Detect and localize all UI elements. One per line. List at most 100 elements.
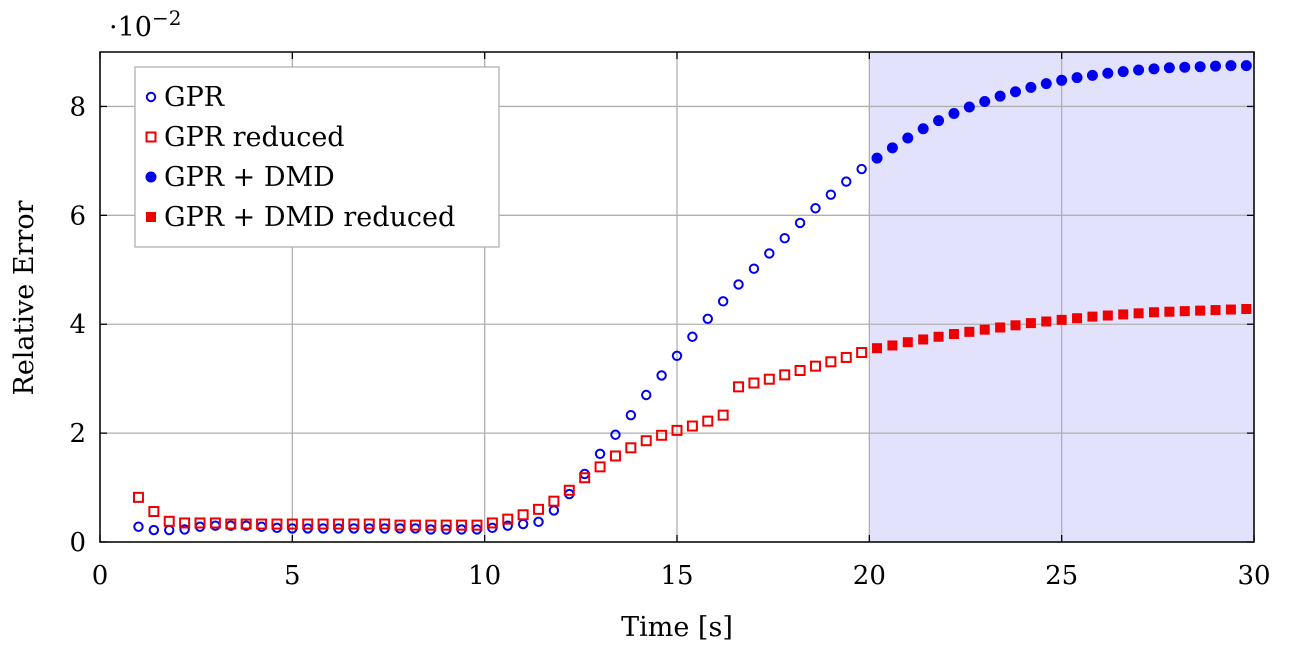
data-point-gpr-dmd-reduced	[1210, 305, 1221, 316]
data-point-gpr-reduced	[256, 518, 268, 530]
data-point-gpr-reduced	[825, 356, 837, 368]
x-tick-label: 25	[1045, 561, 1078, 591]
data-point-gpr-reduced	[332, 518, 344, 530]
data-point-gpr-dmd-reduced	[1164, 306, 1175, 317]
data-point-gpr-dmd-reduced	[918, 334, 929, 345]
data-point-gpr-reduced	[733, 381, 745, 393]
data-point-gpr-dmd-reduced	[1179, 306, 1190, 317]
x-tick-label: 0	[92, 561, 109, 591]
data-point-gpr-reduced	[148, 506, 160, 518]
y-tick-label: 8	[69, 92, 86, 122]
data-point-gpr-reduced	[609, 450, 621, 462]
data-point-gpr-reduced	[840, 351, 852, 363]
data-point-gpr-dmd	[1102, 67, 1114, 79]
y-axis-title: Relative Error	[9, 200, 40, 395]
data-point-gpr	[825, 189, 837, 200]
data-point-gpr-dmd-reduced	[1225, 304, 1236, 315]
series-gpr-dmd	[871, 60, 1252, 164]
data-point-gpr	[841, 176, 852, 187]
legend: GPR GPR reduced GPR + DMD GPR + DMD reduced	[134, 66, 500, 248]
y-tick-label: 4	[69, 310, 86, 340]
y-tick-label: 0	[69, 528, 86, 558]
data-point-gpr-reduced	[579, 472, 591, 484]
series-gpr-reduced	[132, 347, 868, 531]
data-point-gpr-reduced	[671, 424, 683, 436]
data-point-gpr	[717, 296, 729, 307]
data-point-gpr-dmd	[1179, 61, 1191, 73]
data-point-gpr-dmd-reduced	[887, 340, 898, 351]
data-point-gpr	[164, 524, 175, 536]
legend-marker-gpr-reduced	[145, 131, 157, 143]
data-point-gpr-dmd	[933, 115, 945, 127]
data-point-gpr-dmd-reduced	[872, 343, 883, 354]
x-axis-title: Time [s]	[621, 612, 733, 643]
data-point-gpr	[133, 521, 144, 532]
data-point-gpr-reduced	[271, 518, 283, 530]
data-point-gpr	[210, 520, 221, 531]
legend-item-gpr-dmd-reduced: GPR + DMD reduced	[146, 202, 455, 233]
x-tick-labels: 0 5 10 15 20 25 30	[92, 561, 1271, 591]
data-point-gpr-reduced	[702, 415, 714, 427]
data-point-gpr-reduced	[379, 518, 391, 530]
legend-item-gpr: GPR	[145, 82, 225, 113]
y-tick-label: 2	[69, 419, 86, 449]
data-point-gpr-dmd	[917, 123, 929, 135]
data-point-gpr-dmd	[1163, 62, 1175, 74]
data-point-gpr-dmd	[886, 142, 898, 154]
legend-label: GPR reduced	[164, 122, 345, 153]
data-point-gpr-dmd-reduced	[1118, 309, 1129, 320]
data-point-gpr-reduced	[717, 409, 729, 421]
data-point-gpr-reduced	[779, 369, 791, 381]
data-point-gpr-reduced	[456, 519, 468, 531]
data-point-gpr	[625, 409, 637, 421]
legend-marker-gpr-dmd-reduced	[146, 212, 156, 222]
data-point-gpr	[702, 313, 713, 324]
data-point-gpr	[594, 448, 606, 459]
series-gpr-dmd-reduced	[872, 303, 1252, 354]
data-point-gpr	[656, 370, 667, 381]
data-point-gpr-dmd-reduced	[1087, 311, 1098, 322]
legend-item-gpr-reduced: GPR reduced	[145, 122, 345, 153]
data-point-gpr-dmd	[1010, 86, 1022, 98]
data-point-gpr-dmd-reduced	[933, 331, 944, 342]
data-point-gpr	[641, 389, 652, 401]
data-point-gpr-reduced	[132, 491, 144, 503]
data-point-gpr	[856, 163, 867, 175]
plot-frame	[99, 51, 1255, 543]
data-point-gpr-dmd-reduced	[1041, 316, 1052, 327]
legend-marker-gpr-dmd	[145, 171, 157, 183]
data-point-gpr	[517, 518, 529, 530]
data-point-gpr	[533, 516, 544, 528]
data-point-gpr-dmd	[1133, 64, 1145, 76]
data-point-gpr-dmd	[1025, 81, 1037, 93]
data-point-gpr	[179, 524, 190, 535]
axis-scale-factor: ·10−2	[109, 6, 181, 43]
y-tick-labels: 0 2 4 6 8	[69, 92, 86, 558]
data-point-gpr-reduced	[179, 517, 191, 529]
data-point-gpr-reduced	[502, 513, 514, 525]
data-point-gpr-dmd	[1240, 60, 1252, 72]
data-point-gpr	[687, 331, 698, 342]
data-point-gpr-dmd-reduced	[1241, 303, 1252, 314]
data-point-gpr-dmd	[1225, 60, 1237, 72]
data-point-gpr-dmd	[1194, 61, 1206, 73]
data-point-gpr-reduced	[563, 484, 575, 496]
legend-label: GPR	[164, 82, 225, 113]
x-tick-label: 15	[660, 561, 693, 591]
data-point-gpr	[748, 263, 760, 274]
data-point-gpr-reduced	[317, 518, 329, 530]
data-point-gpr-reduced	[517, 509, 529, 521]
data-point-gpr-dmd-reduced	[1102, 310, 1113, 321]
data-point-gpr-reduced	[856, 347, 868, 359]
data-point-gpr-dmd-reduced	[1025, 318, 1036, 329]
x-tick-label: 5	[284, 561, 301, 591]
data-point-gpr-reduced	[548, 495, 560, 507]
legend-item-gpr-dmd: GPR + DMD	[145, 162, 335, 193]
data-point-gpr-dmd-reduced	[1195, 305, 1206, 316]
data-point-gpr	[610, 429, 621, 440]
data-point-gpr-dmd	[902, 132, 914, 144]
data-point-gpr	[733, 279, 744, 290]
data-point-gpr-reduced	[286, 518, 298, 530]
data-point-gpr-reduced	[225, 518, 237, 530]
